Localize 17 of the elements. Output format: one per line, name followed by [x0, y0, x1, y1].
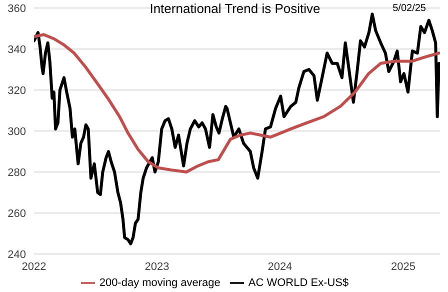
x-tick-label: 2023 [144, 260, 170, 273]
y-tick-label: 360 [8, 2, 26, 15]
chart-title: International Trend is Positive [148, 1, 322, 16]
legend-label: AC WORLD Ex-US$ [248, 276, 349, 289]
y-tick-label: 300 [8, 126, 26, 138]
y-tick-label: 260 [8, 208, 26, 220]
y-tick-label: 240 [8, 248, 26, 261]
x-tick-label: 2025 [391, 260, 416, 273]
y-tick-label: 340 [8, 44, 26, 56]
y-tick-label: 280 [8, 166, 26, 179]
y-tick-label: 320 [8, 84, 26, 97]
line-series [34, 33, 440, 174]
x-tick-label: 2022 [22, 260, 46, 273]
x-tick-label: 2024 [268, 260, 292, 273]
annotation: 5/02/25 [392, 3, 426, 14]
legend-label: 200-day moving average [99, 276, 220, 289]
line-series [34, 12, 440, 246]
